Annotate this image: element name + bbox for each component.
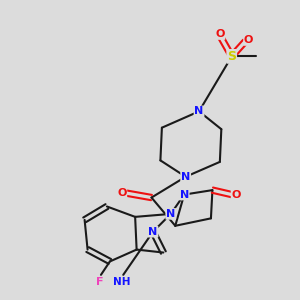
Text: O: O [215,29,224,39]
Text: O: O [117,188,127,198]
Text: S: S [227,50,236,63]
Text: O: O [244,35,254,45]
Text: N: N [148,227,158,237]
Text: O: O [232,190,241,200]
Text: N: N [181,172,190,182]
Text: NH: NH [113,277,130,287]
Text: N: N [180,190,189,200]
Text: N: N [166,209,176,219]
Text: N: N [194,106,204,116]
Text: F: F [96,277,103,287]
